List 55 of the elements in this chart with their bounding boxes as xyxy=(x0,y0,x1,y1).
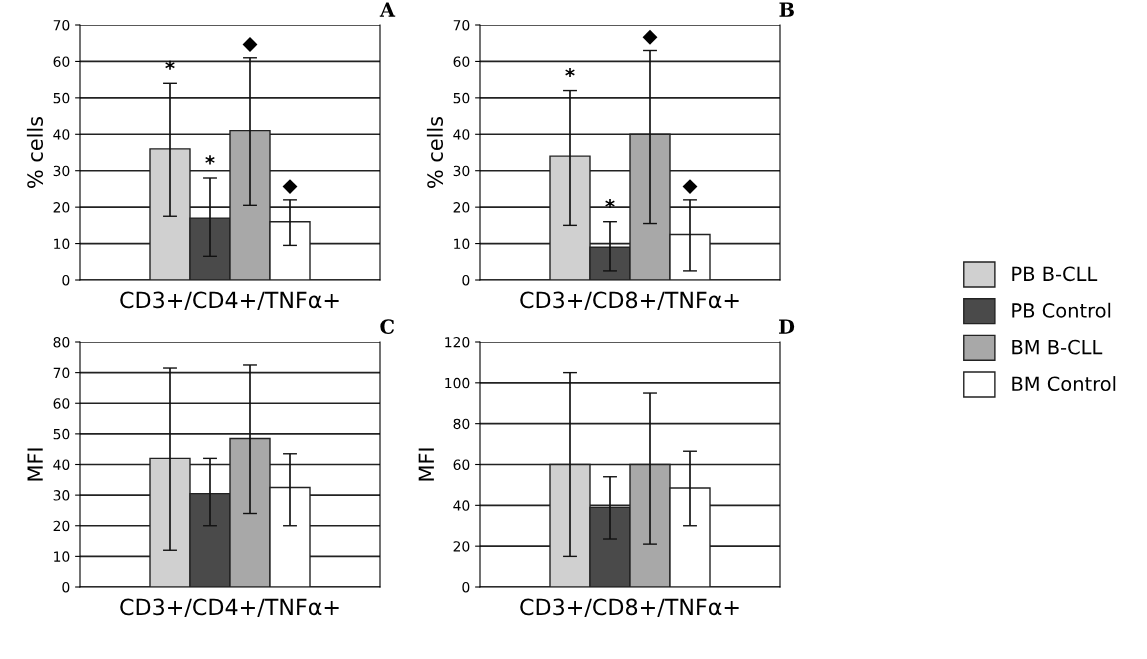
y-tick-label: 20 xyxy=(453,541,470,552)
y-tick-label: 40 xyxy=(53,129,70,140)
y-tick-label: 70 xyxy=(53,367,70,379)
annotation: ◆ xyxy=(242,37,258,52)
legend-label: BM B-CLL xyxy=(1012,339,1103,355)
annotation: * xyxy=(205,155,215,165)
annotation: ◆ xyxy=(642,29,658,45)
chart-title: D xyxy=(779,319,795,334)
y-tick-label: 50 xyxy=(53,92,70,104)
y-tick-label: 0 xyxy=(462,274,470,286)
y-tick-label: 0 xyxy=(462,581,470,593)
y-tick-label: 20 xyxy=(53,520,70,532)
y-tick-label: 0 xyxy=(62,581,70,593)
y-tick-label: 60 xyxy=(453,459,470,470)
y-axis-title: MFI xyxy=(418,448,434,481)
y-tick-label: 100 xyxy=(445,377,470,389)
y-axis-title: % cells xyxy=(426,116,444,188)
annotation: * xyxy=(565,67,575,77)
y-tick-label: 30 xyxy=(453,165,470,177)
annotation: ◆ xyxy=(282,179,298,195)
y-tick-label: 30 xyxy=(53,490,70,501)
y-tick-label: 10 xyxy=(454,238,470,250)
y-tick-label: 70 xyxy=(453,19,470,31)
x-tick-label: CD3+/CD8+/TNFα+ xyxy=(520,598,739,618)
y-tick-label: 80 xyxy=(453,418,470,430)
x-tick-label: CD3+/CD4+/TNFα+ xyxy=(120,291,339,311)
y-tick-label: 20 xyxy=(53,202,70,213)
y-tick-label: 120 xyxy=(445,336,470,348)
chart-title: B xyxy=(779,2,794,17)
legend-label: BM Control xyxy=(1012,376,1116,392)
y-axis-title: MFI xyxy=(27,448,43,481)
y-tick-label: 40 xyxy=(53,459,70,470)
legend-label: PB Control xyxy=(1012,302,1111,318)
y-tick-label: 60 xyxy=(53,56,70,67)
y-tick-label: 20 xyxy=(453,202,470,213)
x-tick-label: CD3+/CD8+/TNFα+ xyxy=(520,291,739,311)
x-tick-label: CD3+/CD4+/TNFα+ xyxy=(120,598,339,618)
y-tick-label: 30 xyxy=(53,165,70,177)
y-tick-label: 40 xyxy=(453,500,470,511)
chart-title: A xyxy=(379,2,396,17)
y-tick-label: 10 xyxy=(54,238,70,250)
y-tick-label: 40 xyxy=(453,129,470,140)
chart-title: C xyxy=(380,319,395,334)
y-tick-label: 10 xyxy=(54,551,70,562)
y-tick-label: 0 xyxy=(62,274,70,286)
annotation: * xyxy=(165,60,175,70)
y-tick-label: 80 xyxy=(53,336,70,348)
y-tick-label: 50 xyxy=(453,92,470,104)
legend-label: PB B-CLL xyxy=(1012,266,1098,282)
y-tick-label: 70 xyxy=(53,19,70,31)
y-tick-label: 60 xyxy=(53,398,70,409)
annotation: ◆ xyxy=(682,179,698,195)
y-tick-label: 50 xyxy=(53,428,70,440)
y-tick-label: 60 xyxy=(453,56,470,67)
y-axis-title: % cells xyxy=(26,116,44,188)
